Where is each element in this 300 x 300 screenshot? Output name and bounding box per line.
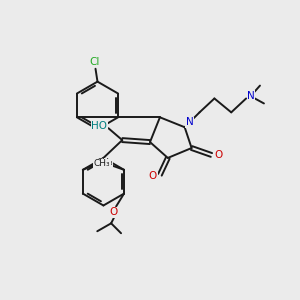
Text: CH₃: CH₃ [96,158,113,167]
Text: N: N [186,117,194,127]
Text: O: O [214,150,223,160]
Text: Cl: Cl [89,57,100,67]
Text: O: O [109,207,117,218]
Text: O: O [149,171,157,181]
Text: HO: HO [92,121,107,131]
Text: N: N [247,91,255,100]
Text: CH₃: CH₃ [94,159,110,168]
